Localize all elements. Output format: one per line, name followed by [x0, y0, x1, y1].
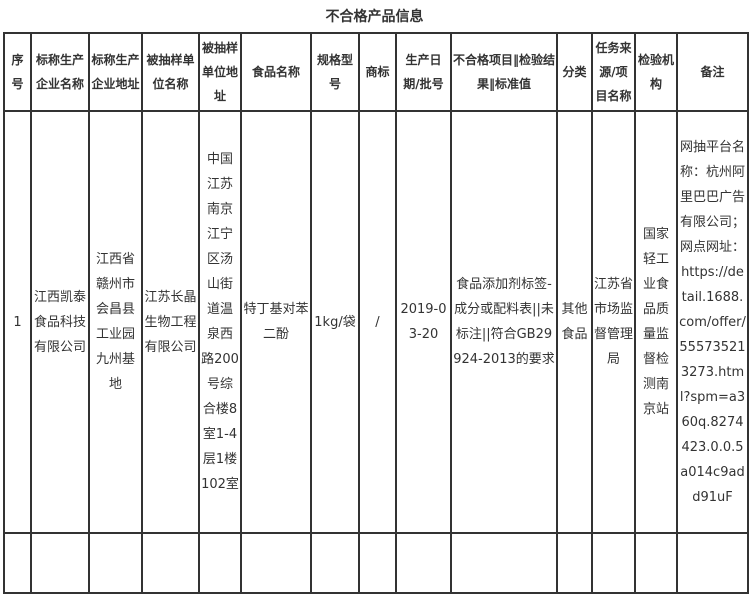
column-header-11: 分类 — [556, 32, 593, 112]
table-header: 序号 标称生产企业名称 标称生产企业地址 被抽样单位名称 被抽样单位地址 食品名称 规格型号… — [3, 32, 749, 112]
cell-r1-c9: 2019-03-20 — [395, 110, 452, 534]
cell-r1-c7: 1kg/袋 — [310, 110, 360, 534]
column-header-2: 标称生产企业名称 — [30, 32, 90, 112]
column-header-12: 任务来源/项目名称 — [591, 32, 636, 112]
cell-r2-c6 — [240, 532, 312, 594]
cell-r1-c5: 中国江苏南京江宁区汤山街道温泉西路200号综合楼8室1-4层1楼102室 — [198, 110, 242, 534]
cell-r1-c6: 特丁基对苯二酚 — [240, 110, 312, 534]
cell-r2-c8 — [358, 532, 397, 594]
cell-r1-c12: 江苏省市场监督管理局 — [591, 110, 636, 534]
cell-r1-c10: 食品添加剂标签-成分或配料表||未标注||符合GB29924-2013的要求 — [450, 110, 558, 534]
product-table: 序号 标称生产企业名称 标称生产企业地址 被抽样单位名称 被抽样单位地址 食品名称 规格型号… — [3, 32, 749, 594]
cell-r2-c4 — [141, 532, 200, 594]
column-header-14: 备注 — [676, 32, 749, 112]
cell-r2-c14 — [676, 532, 749, 594]
column-header-13: 检验机构 — [634, 32, 678, 112]
column-header-8: 商标 — [358, 32, 397, 112]
cell-r1-c11: 其他食品 — [556, 110, 593, 534]
column-header-10: 不合格项目‖检验结果‖标准值 — [450, 32, 558, 112]
cell-r2-c13 — [634, 532, 678, 594]
cell-r1-c14: 网抽平台名称：杭州阿里巴巴广告有限公司；网点网址：https://detail.… — [676, 110, 749, 534]
table-row: 1 江西凯泰食品科技有限公司 江西省赣州市会昌县工业园九州基地 江苏长晶生物工程有限公… — [3, 110, 749, 534]
cell-r1-c2: 江西凯泰食品科技有限公司 — [30, 110, 90, 534]
cell-r2-c11 — [556, 532, 593, 594]
header-row: 序号 标称生产企业名称 标称生产企业地址 被抽样单位名称 被抽样单位地址 食品名称 规格型号… — [3, 32, 749, 112]
cell-r2-c1 — [3, 532, 32, 594]
cell-r2-c12 — [591, 532, 636, 594]
table-body: 1 江西凯泰食品科技有限公司 江西省赣州市会昌县工业园九州基地 江苏长晶生物工程有限公… — [3, 110, 749, 594]
cell-r2-c9 — [395, 532, 452, 594]
column-header-6: 食品名称 — [240, 32, 312, 112]
cell-r2-c2 — [30, 532, 90, 594]
column-header-3: 标称生产企业地址 — [88, 32, 143, 112]
column-header-7: 规格型号 — [310, 32, 360, 112]
column-header-1: 序号 — [3, 32, 32, 112]
page-title: 不合格产品信息 — [325, 9, 424, 25]
cell-r2-c10 — [450, 532, 558, 594]
column-header-9: 生产日期/批号 — [395, 32, 452, 112]
cell-r1-c3: 江西省赣州市会昌县工业园九州基地 — [88, 110, 143, 534]
column-header-5: 被抽样单位地址 — [198, 32, 242, 112]
cell-r1-c4: 江苏长晶生物工程有限公司 — [141, 110, 200, 534]
cell-r1-c8: / — [358, 110, 397, 534]
column-header-4: 被抽样单位名称 — [141, 32, 200, 112]
table-row — [3, 532, 749, 594]
cell-r2-c3 — [88, 532, 143, 594]
cell-r2-c5 — [198, 532, 242, 594]
cell-r2-c7 — [310, 532, 360, 594]
cell-r1-c13: 国家轻工业食品质量监督检测南京站 — [634, 110, 678, 534]
cell-r1-c1: 1 — [3, 110, 32, 534]
